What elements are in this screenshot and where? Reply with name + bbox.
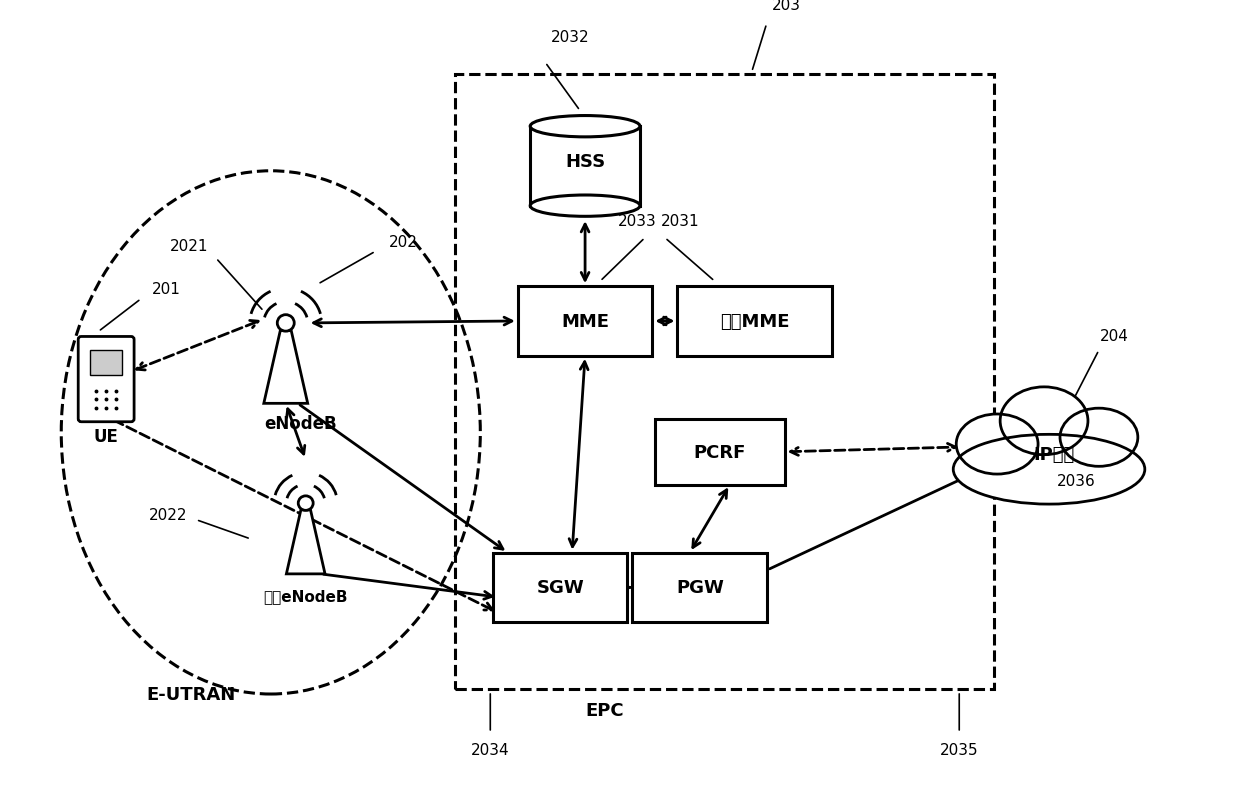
Text: IP业务: IP业务 xyxy=(1033,445,1075,463)
Ellipse shape xyxy=(956,415,1038,475)
Text: eNodeB: eNodeB xyxy=(264,414,337,432)
Polygon shape xyxy=(286,510,325,574)
Text: 2036: 2036 xyxy=(1056,474,1095,488)
Circle shape xyxy=(299,496,314,511)
Text: SGW: SGW xyxy=(536,579,584,597)
Text: PGW: PGW xyxy=(676,579,724,597)
FancyBboxPatch shape xyxy=(91,350,122,376)
FancyBboxPatch shape xyxy=(518,287,652,356)
Ellipse shape xyxy=(531,116,640,138)
Text: PCRF: PCRF xyxy=(693,444,746,461)
Text: 204: 204 xyxy=(1100,329,1128,343)
Ellipse shape xyxy=(1001,387,1087,455)
Ellipse shape xyxy=(954,435,1145,504)
FancyBboxPatch shape xyxy=(655,419,785,485)
Ellipse shape xyxy=(1060,409,1138,467)
Text: 2021: 2021 xyxy=(170,238,208,253)
Polygon shape xyxy=(531,127,640,206)
Text: UE: UE xyxy=(94,427,119,446)
Circle shape xyxy=(278,315,294,332)
Text: 其它MME: 其它MME xyxy=(720,313,790,330)
FancyBboxPatch shape xyxy=(78,337,134,422)
Text: 2022: 2022 xyxy=(149,508,187,523)
Text: 2035: 2035 xyxy=(940,742,978,757)
Text: MME: MME xyxy=(560,313,609,330)
Text: 2031: 2031 xyxy=(661,213,699,229)
FancyBboxPatch shape xyxy=(632,553,768,622)
Text: 203: 203 xyxy=(773,0,801,13)
FancyBboxPatch shape xyxy=(677,287,832,356)
Text: 2034: 2034 xyxy=(471,742,510,757)
Text: 202: 202 xyxy=(389,235,418,249)
Ellipse shape xyxy=(531,196,640,217)
Text: HSS: HSS xyxy=(565,153,605,171)
Text: 其它eNodeB: 其它eNodeB xyxy=(263,588,348,603)
FancyBboxPatch shape xyxy=(492,553,627,622)
Polygon shape xyxy=(264,331,308,404)
Text: 2033: 2033 xyxy=(618,213,656,229)
Text: E-UTRAN: E-UTRAN xyxy=(146,685,236,703)
Text: 2032: 2032 xyxy=(551,30,589,45)
Text: 201: 201 xyxy=(151,282,181,297)
Text: EPC: EPC xyxy=(585,702,625,719)
